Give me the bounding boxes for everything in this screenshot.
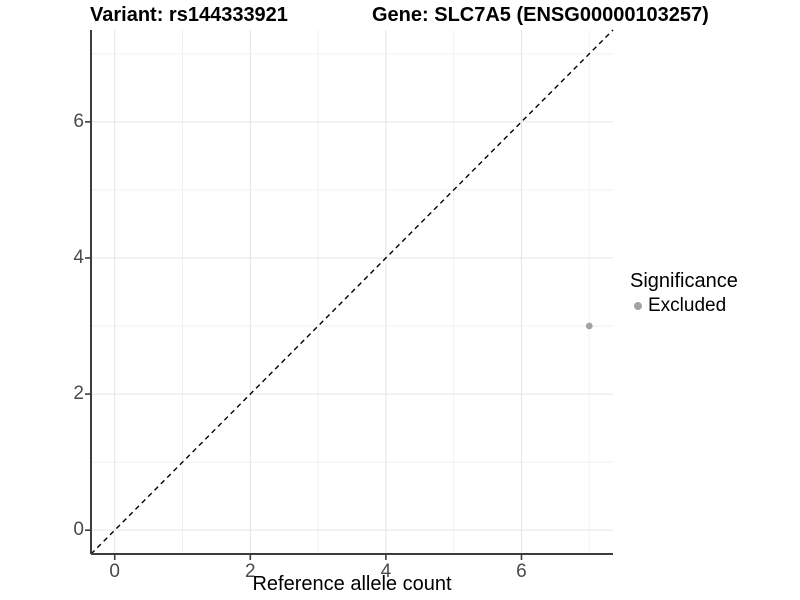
legend: Significance Excluded	[630, 270, 738, 317]
legend-item: Excluded	[630, 295, 738, 317]
x-axis-title: Reference allele count	[252, 573, 452, 595]
plot-title-variant: Variant: rs144333921	[90, 4, 288, 26]
y-tick-label: 2	[73, 383, 84, 405]
x-tick-label: 6	[516, 561, 527, 582]
data-point	[585, 322, 593, 330]
legend-items: Excluded	[630, 295, 738, 317]
x-tick-label: 4	[380, 561, 392, 582]
y-tick-label: 6	[73, 110, 84, 132]
x-tick-label: 2	[245, 561, 256, 582]
identity-reference-line	[90, 29, 614, 555]
y-tick-label: 4	[73, 246, 84, 268]
legend-key-dot-icon	[634, 302, 642, 310]
legend-title: Significance	[630, 270, 738, 292]
legend-item-label: Excluded	[648, 295, 727, 316]
x-tick-label: 0	[109, 561, 121, 582]
y-tick-label: 0	[73, 519, 84, 541]
plot-title-gene: Gene: SLC7A5 (ENSG00000103257)	[372, 4, 709, 26]
